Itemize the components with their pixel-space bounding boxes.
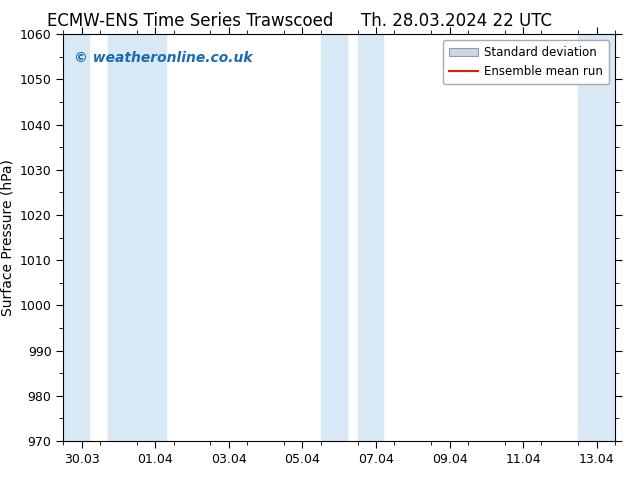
Bar [321, 34, 347, 441]
Bar [358, 34, 384, 441]
Text: © weatheronline.co.uk: © weatheronline.co.uk [74, 50, 253, 65]
Bar [578, 34, 615, 441]
Text: ECMW-ENS Time Series Trawscoed: ECMW-ENS Time Series Trawscoed [47, 12, 333, 30]
Text: Th. 28.03.2024 22 UTC: Th. 28.03.2024 22 UTC [361, 12, 552, 30]
Bar [63, 34, 89, 441]
Y-axis label: Surface Pressure (hPa): Surface Pressure (hPa) [0, 159, 14, 316]
Legend: Standard deviation, Ensemble mean run: Standard deviation, Ensemble mean run [443, 40, 609, 84]
Bar [108, 34, 166, 441]
